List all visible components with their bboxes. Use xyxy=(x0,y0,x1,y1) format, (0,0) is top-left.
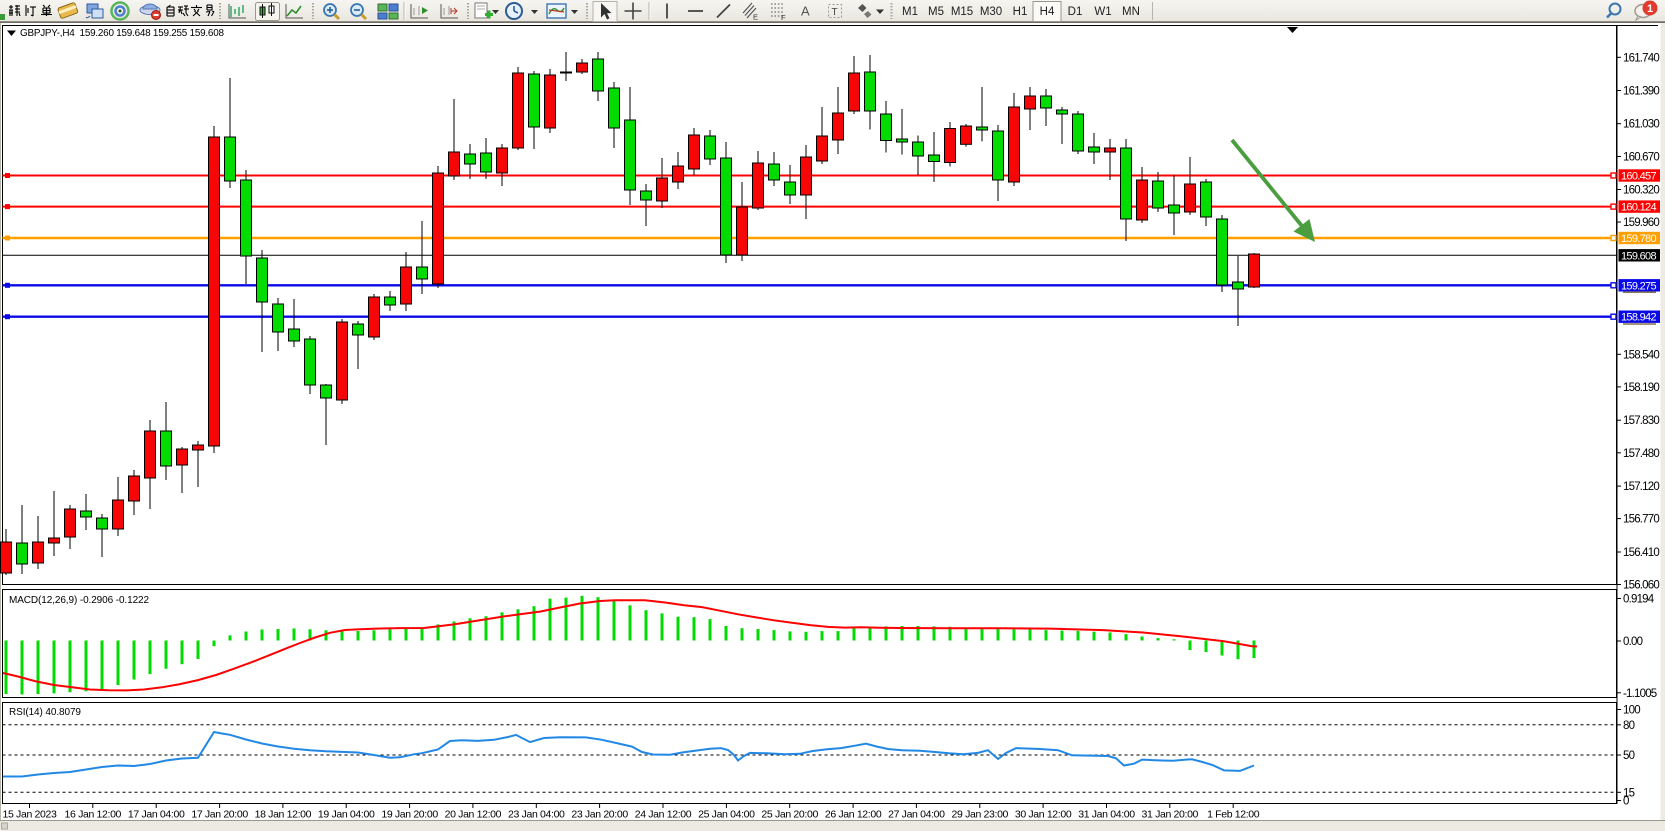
svg-text:-1.1005: -1.1005 xyxy=(1623,688,1657,700)
svg-text:156.060: 156.060 xyxy=(1623,580,1659,592)
svg-text:E: E xyxy=(753,13,758,22)
svg-text:30 Jan 12:00: 30 Jan 12:00 xyxy=(1015,809,1072,821)
svg-text:160.457: 160.457 xyxy=(1621,171,1656,183)
svg-text:16 Jan 12:00: 16 Jan 12:00 xyxy=(65,809,122,821)
svg-text:158.942: 158.942 xyxy=(1621,312,1656,324)
svg-text:18 Jan 12:00: 18 Jan 12:00 xyxy=(255,809,312,821)
svg-text:15: 15 xyxy=(1623,787,1635,799)
svg-text:160.320: 160.320 xyxy=(1623,185,1659,197)
svg-text:50: 50 xyxy=(1623,750,1635,762)
svg-text:0: 0 xyxy=(1623,796,1629,808)
svg-text:27 Jan 04:00: 27 Jan 04:00 xyxy=(888,809,945,821)
svg-text:1 Feb 12:00: 1 Feb 12:00 xyxy=(1207,809,1260,821)
svg-text:161.030: 161.030 xyxy=(1623,119,1659,131)
svg-text:19 Jan 04:00: 19 Jan 04:00 xyxy=(318,809,375,821)
svg-text:0.00: 0.00 xyxy=(1623,636,1643,648)
svg-text:H4: H4 xyxy=(1040,6,1055,18)
svg-text:25 Jan 04:00: 25 Jan 04:00 xyxy=(698,809,755,821)
svg-text:RSI(14) 40.8079: RSI(14) 40.8079 xyxy=(9,707,81,718)
svg-text:F: F xyxy=(781,13,786,22)
svg-text:T: T xyxy=(832,7,838,18)
svg-text:160.670: 160.670 xyxy=(1623,152,1659,164)
svg-text:158.190: 158.190 xyxy=(1623,382,1659,394)
svg-text:M5: M5 xyxy=(928,6,944,18)
svg-text:161.390: 161.390 xyxy=(1623,86,1659,98)
svg-text:M15: M15 xyxy=(951,6,973,18)
svg-text:19 Jan 20:00: 19 Jan 20:00 xyxy=(381,809,438,821)
svg-text:25 Jan 20:00: 25 Jan 20:00 xyxy=(761,809,818,821)
svg-text:A: A xyxy=(801,4,810,19)
svg-text:MACD(12,26,9) -0.2906 -0.1222: MACD(12,26,9) -0.2906 -0.1222 xyxy=(9,595,149,606)
svg-text:20 Jan 12:00: 20 Jan 12:00 xyxy=(445,809,502,821)
svg-text:158.540: 158.540 xyxy=(1623,349,1659,361)
svg-text:156.770: 156.770 xyxy=(1623,514,1659,526)
svg-text:159.960: 159.960 xyxy=(1623,217,1659,229)
svg-text:1: 1 xyxy=(1647,3,1653,15)
svg-text:26 Jan 12:00: 26 Jan 12:00 xyxy=(825,809,882,821)
svg-text:0.9194: 0.9194 xyxy=(1623,594,1655,606)
svg-text:M1: M1 xyxy=(902,6,918,18)
svg-text:W1: W1 xyxy=(1094,6,1111,18)
svg-text:29 Jan 23:00: 29 Jan 23:00 xyxy=(952,809,1009,821)
svg-text:31 Jan 04:00: 31 Jan 04:00 xyxy=(1078,809,1135,821)
svg-text:H1: H1 xyxy=(1013,6,1028,18)
svg-text:GBPJPY-,H4 159.260 159.648 15: GBPJPY-,H4 159.260 159.648 159.255 159.6… xyxy=(20,28,224,39)
svg-text:24 Jan 12:00: 24 Jan 12:00 xyxy=(635,809,692,821)
svg-text:23 Jan 20:00: 23 Jan 20:00 xyxy=(571,809,628,821)
svg-text:159.275: 159.275 xyxy=(1621,280,1656,292)
svg-text:159.608: 159.608 xyxy=(1621,250,1656,262)
svg-text:159.780: 159.780 xyxy=(1621,233,1656,245)
svg-text:157.830: 157.830 xyxy=(1623,415,1659,427)
svg-text:157.120: 157.120 xyxy=(1623,481,1659,493)
svg-text:M30: M30 xyxy=(980,6,1002,18)
svg-text:31 Jan 20:00: 31 Jan 20:00 xyxy=(1142,809,1199,821)
svg-text:23 Jan 04:00: 23 Jan 04:00 xyxy=(508,809,565,821)
svg-text:157.480: 157.480 xyxy=(1623,448,1659,460)
svg-text:160.124: 160.124 xyxy=(1621,202,1656,214)
svg-text:15 Jan 2023: 15 Jan 2023 xyxy=(3,809,57,821)
svg-text:156.410: 156.410 xyxy=(1623,547,1659,559)
svg-text:MN: MN xyxy=(1122,6,1140,18)
svg-text:80: 80 xyxy=(1623,720,1635,732)
svg-text:161.740: 161.740 xyxy=(1623,52,1659,64)
svg-text:D1: D1 xyxy=(1068,6,1083,18)
svg-text:100: 100 xyxy=(1623,705,1640,717)
svg-text:17 Jan 20:00: 17 Jan 20:00 xyxy=(191,809,248,821)
svg-text:17 Jan 04:00: 17 Jan 04:00 xyxy=(128,809,185,821)
